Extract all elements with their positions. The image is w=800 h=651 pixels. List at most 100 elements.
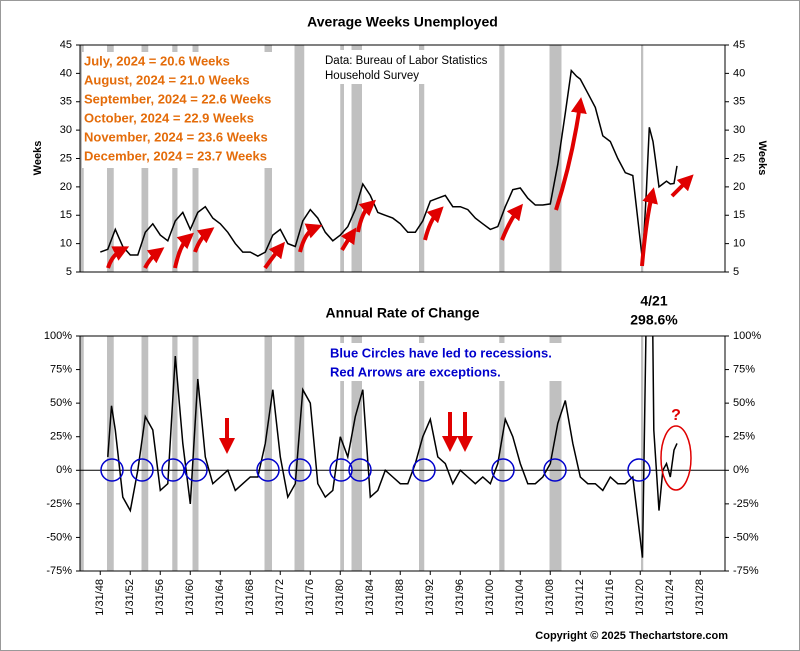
recession-band bbox=[549, 45, 562, 272]
recession-band bbox=[192, 336, 199, 571]
x-tick-label: 1/31/96 bbox=[454, 579, 466, 616]
x-tick-label: 1/31/24 bbox=[664, 579, 676, 616]
x-tick-label: 1/31/72 bbox=[274, 579, 286, 616]
x-tick-label: 1/31/88 bbox=[394, 579, 406, 616]
recession-band bbox=[419, 45, 425, 272]
annotation: December, 2024 = 23.7 Weeks bbox=[84, 148, 267, 163]
source-box bbox=[318, 50, 498, 84]
y-tick-label-right: 25% bbox=[733, 431, 755, 443]
recession-band bbox=[80, 45, 84, 272]
y-tick-label-right: 45 bbox=[733, 39, 745, 51]
y-tick-label: 25% bbox=[50, 431, 72, 443]
annotation: October, 2024 = 22.9 Weeks bbox=[84, 110, 254, 125]
x-tick-label: 1/31/92 bbox=[424, 579, 436, 616]
x-tick-label: 1/31/52 bbox=[124, 579, 136, 616]
y-tick-label: 15 bbox=[60, 209, 72, 221]
recession-band bbox=[340, 45, 344, 272]
y-tick-label: 75% bbox=[50, 363, 72, 375]
y-tick-label-right: 40 bbox=[733, 67, 745, 79]
x-tick-label: 1/31/80 bbox=[334, 579, 346, 616]
recession-band bbox=[499, 45, 505, 272]
y-tick-label-right: 20 bbox=[733, 181, 745, 193]
x-tick-label: 1/31/16 bbox=[604, 579, 616, 616]
x-tick-label: 1/31/48 bbox=[94, 579, 106, 616]
recession-band bbox=[107, 336, 114, 571]
plot-frame bbox=[79, 335, 726, 572]
peak-label: 298.6% bbox=[630, 312, 678, 328]
y-tick-label-right: -50% bbox=[733, 531, 759, 543]
y-tick-label: 5 bbox=[66, 266, 72, 278]
chart-title: Average Weeks Unemployed bbox=[307, 14, 498, 30]
x-tick-label: 1/31/76 bbox=[304, 579, 316, 616]
blue-circles bbox=[100, 458, 651, 482]
recession-band bbox=[641, 45, 644, 272]
recession-band bbox=[294, 336, 305, 571]
y-tick-label: 100% bbox=[44, 330, 72, 342]
y-tick-label: 40 bbox=[60, 67, 72, 79]
annotation: Blue Circles have led to recessions. bbox=[330, 345, 552, 360]
y-tick-label-right: 0% bbox=[733, 464, 749, 476]
chart-title: Annual Rate of Change bbox=[325, 305, 479, 321]
x-tick-label: 1/31/12 bbox=[574, 579, 586, 616]
recession-band bbox=[351, 45, 362, 272]
y-tick-label-right: 30 bbox=[733, 124, 745, 136]
annotation: September, 2024 = 22.6 Weeks bbox=[84, 91, 271, 106]
recession-band bbox=[641, 336, 644, 571]
y-tick-label-right: 25 bbox=[733, 152, 745, 164]
y-tick-label-right: 10 bbox=[733, 238, 745, 250]
annotation-box bbox=[82, 52, 292, 168]
y-tick-label: -75% bbox=[46, 565, 72, 577]
y-tick-label-right: 5 bbox=[733, 266, 739, 278]
annotation: August, 2024 = 21.0 Weeks bbox=[84, 72, 250, 87]
y-tick-label: 45 bbox=[60, 39, 72, 51]
source-text: Data: Bureau of Labor Statistics bbox=[325, 55, 488, 67]
y-tick-label-right: 50% bbox=[733, 397, 755, 409]
annotation: Red Arrows are exceptions. bbox=[330, 364, 501, 379]
red-arrows bbox=[106, 97, 694, 270]
y-tick-label: -50% bbox=[46, 531, 72, 543]
recession-band bbox=[172, 336, 178, 571]
x-tick-label: 1/31/04 bbox=[514, 579, 526, 616]
y-tick-label-right: 100% bbox=[733, 330, 761, 342]
y-tick-label-right: -25% bbox=[733, 498, 759, 510]
x-tick-label: 1/31/64 bbox=[214, 579, 226, 616]
y-tick-label: 10 bbox=[60, 238, 72, 250]
recession-band bbox=[80, 336, 84, 571]
x-tick-label: 1/31/84 bbox=[364, 579, 376, 616]
x-tick-label: 1/31/28 bbox=[694, 579, 706, 616]
y-axis-label: Weeks bbox=[32, 141, 44, 176]
x-tick-label: 1/31/08 bbox=[544, 579, 556, 616]
y-tick-label: 0% bbox=[56, 464, 72, 476]
red-down-arrows bbox=[219, 412, 473, 454]
x-tick-label: 1/31/60 bbox=[184, 579, 196, 616]
y-tick-label: 50% bbox=[50, 397, 72, 409]
recession-band bbox=[351, 336, 362, 571]
annotation-box bbox=[325, 343, 580, 381]
x-tick-label: 1/31/20 bbox=[634, 579, 646, 616]
recession-band bbox=[419, 336, 425, 571]
recession-band bbox=[499, 336, 505, 571]
data-line bbox=[107, 336, 678, 558]
data-line bbox=[100, 68, 678, 261]
y-tick-label: 35 bbox=[60, 96, 72, 108]
y-tick-label: 20 bbox=[60, 181, 72, 193]
y-tick-label: 30 bbox=[60, 124, 72, 136]
y-tick-label-right: 35 bbox=[733, 96, 745, 108]
x-tick-label: 1/31/00 bbox=[484, 579, 496, 616]
y-axis-label-right: Weeks bbox=[756, 141, 768, 176]
peak-label: 4/21 bbox=[640, 293, 667, 309]
recession-band bbox=[340, 336, 344, 571]
y-tick-label: 25 bbox=[60, 152, 72, 164]
source-text: Household Survey bbox=[325, 70, 419, 82]
x-tick-label: 1/31/56 bbox=[154, 579, 166, 616]
x-tick-label: 1/31/68 bbox=[244, 579, 256, 616]
recession-band bbox=[549, 336, 562, 571]
question-mark: ? bbox=[671, 407, 681, 424]
y-tick-label-right: 15 bbox=[733, 209, 745, 221]
annotation: November, 2024 = 23.6 Weeks bbox=[84, 129, 268, 144]
footer: Copyright © 2025 Thechartstore.com bbox=[535, 630, 728, 642]
red-ellipse bbox=[660, 425, 692, 491]
y-tick-label: -25% bbox=[46, 498, 72, 510]
annotation: July, 2024 = 20.6 Weeks bbox=[84, 53, 230, 68]
